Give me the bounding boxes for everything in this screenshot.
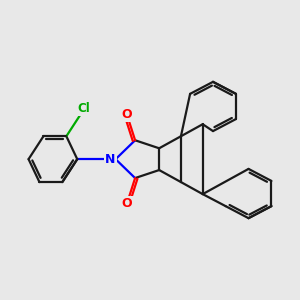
Text: Cl: Cl bbox=[77, 102, 90, 115]
Text: O: O bbox=[122, 108, 132, 121]
Text: O: O bbox=[122, 197, 132, 210]
Text: N: N bbox=[105, 153, 116, 166]
Text: O: O bbox=[122, 108, 132, 121]
Text: N: N bbox=[105, 153, 116, 166]
Text: Cl: Cl bbox=[77, 102, 90, 115]
Text: O: O bbox=[122, 197, 132, 210]
